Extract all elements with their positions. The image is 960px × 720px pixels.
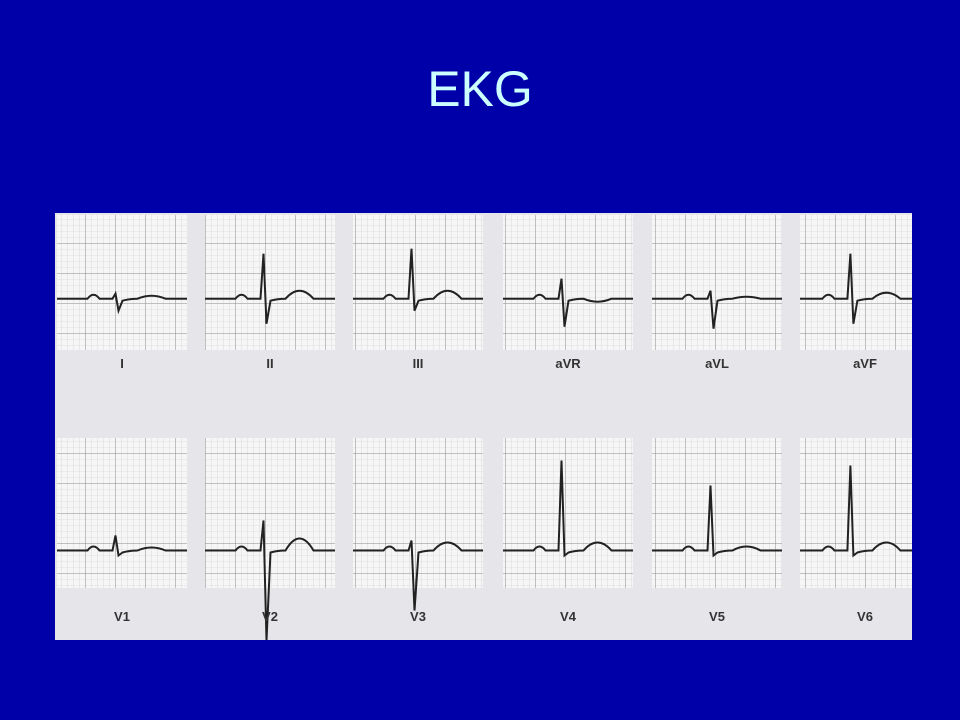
ekg-trace [652,485,782,558]
lead-grid [652,438,782,588]
ekg-trace [503,278,633,327]
lead-grid [205,215,335,350]
ekg-trace [652,290,782,329]
lead-label: V2 [262,609,278,624]
lead-grid [353,215,483,350]
lead-label: V3 [410,609,426,624]
lead-grid [800,215,912,350]
ekg-trace [57,290,187,315]
lead-label: V6 [857,609,873,624]
slide-title: EKG [427,61,533,117]
ekg-trace [205,520,335,640]
ekg-trace [353,540,483,611]
lead-label: III [413,356,424,371]
lead-grid [652,215,782,350]
ekg-trace [503,460,633,558]
ekg-trace [57,535,187,558]
lead-label: aVL [705,356,729,371]
lead-grid [800,438,912,588]
lead-label: V1 [114,609,130,624]
lead-label: II [266,356,273,371]
lead-label: V4 [560,609,577,624]
lead-grid [57,438,187,588]
ekg-trace [205,253,335,324]
lead-grid [503,438,633,588]
ekg-trace [353,248,483,312]
lead-grid [57,215,187,350]
lead-label: I [120,356,124,371]
lead-grid [503,215,633,350]
ekg-trace [800,465,912,558]
ekg-trace [800,253,912,324]
lead-label: aVR [555,356,581,371]
lead-label: aVF [853,356,877,371]
lead-label: V5 [709,609,725,624]
